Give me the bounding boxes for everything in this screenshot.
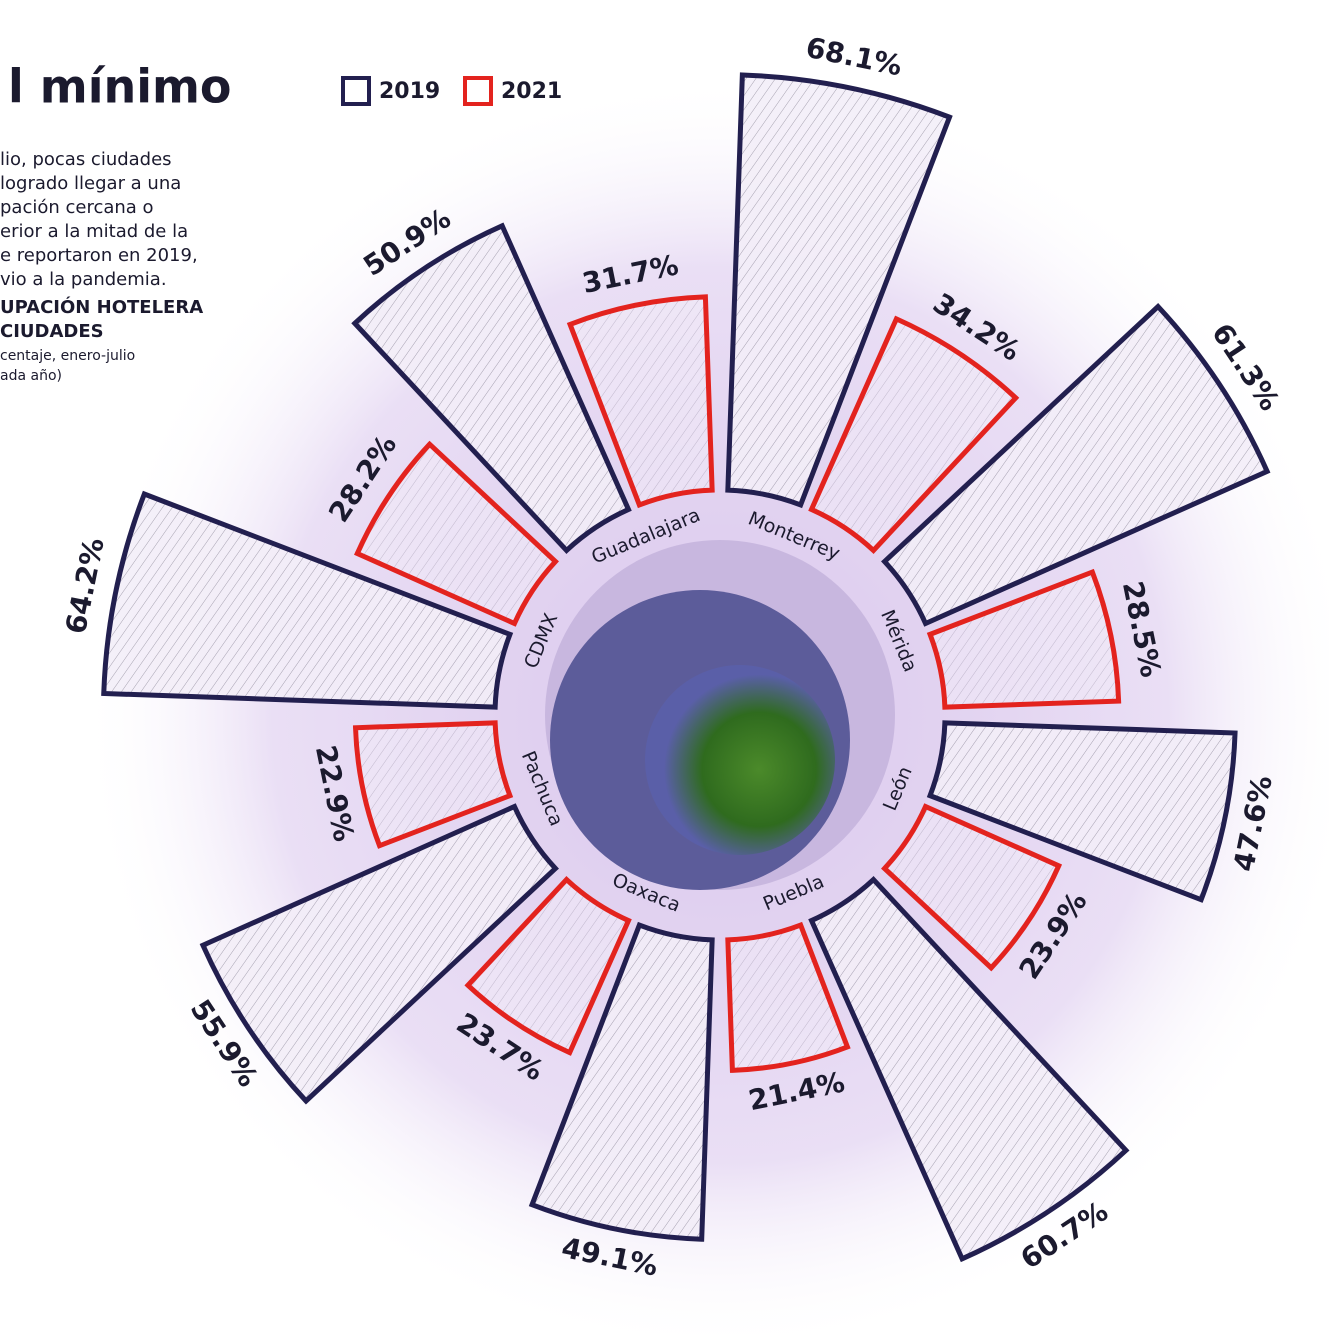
- value-label: 68.1%: [803, 31, 905, 83]
- description: lio, pocas ciudades logrado llegar a una p…: [0, 149, 203, 384]
- note-line: centaje, enero-julio: [0, 348, 135, 364]
- note-line: ada año): [0, 368, 62, 384]
- legend: 2019 2021: [343, 78, 562, 104]
- legend-label: 2019: [379, 79, 440, 104]
- description-line: vio a la pandemia.: [0, 269, 167, 290]
- description-line: lio, pocas ciudades: [0, 149, 172, 170]
- legend-label: 2021: [501, 79, 562, 104]
- description-line: erior a la mitad de la: [0, 221, 188, 242]
- chart-subtitle: CIUDADES: [0, 321, 104, 342]
- chart: l mínimo 2019 2021 lio, pocas ciudades log…: [0, 0, 1329, 1334]
- description-line: e reportaron en 2019,: [0, 245, 198, 266]
- title: l mínimo: [8, 60, 232, 114]
- description-line: logrado llegar a una: [0, 173, 181, 194]
- legend-swatch: [465, 78, 491, 104]
- description-line: pación cercana o: [0, 197, 154, 218]
- legend-swatch: [343, 78, 369, 104]
- park-globe: [645, 665, 835, 855]
- chart-subtitle: UPACIÓN HOTELERA: [0, 296, 203, 318]
